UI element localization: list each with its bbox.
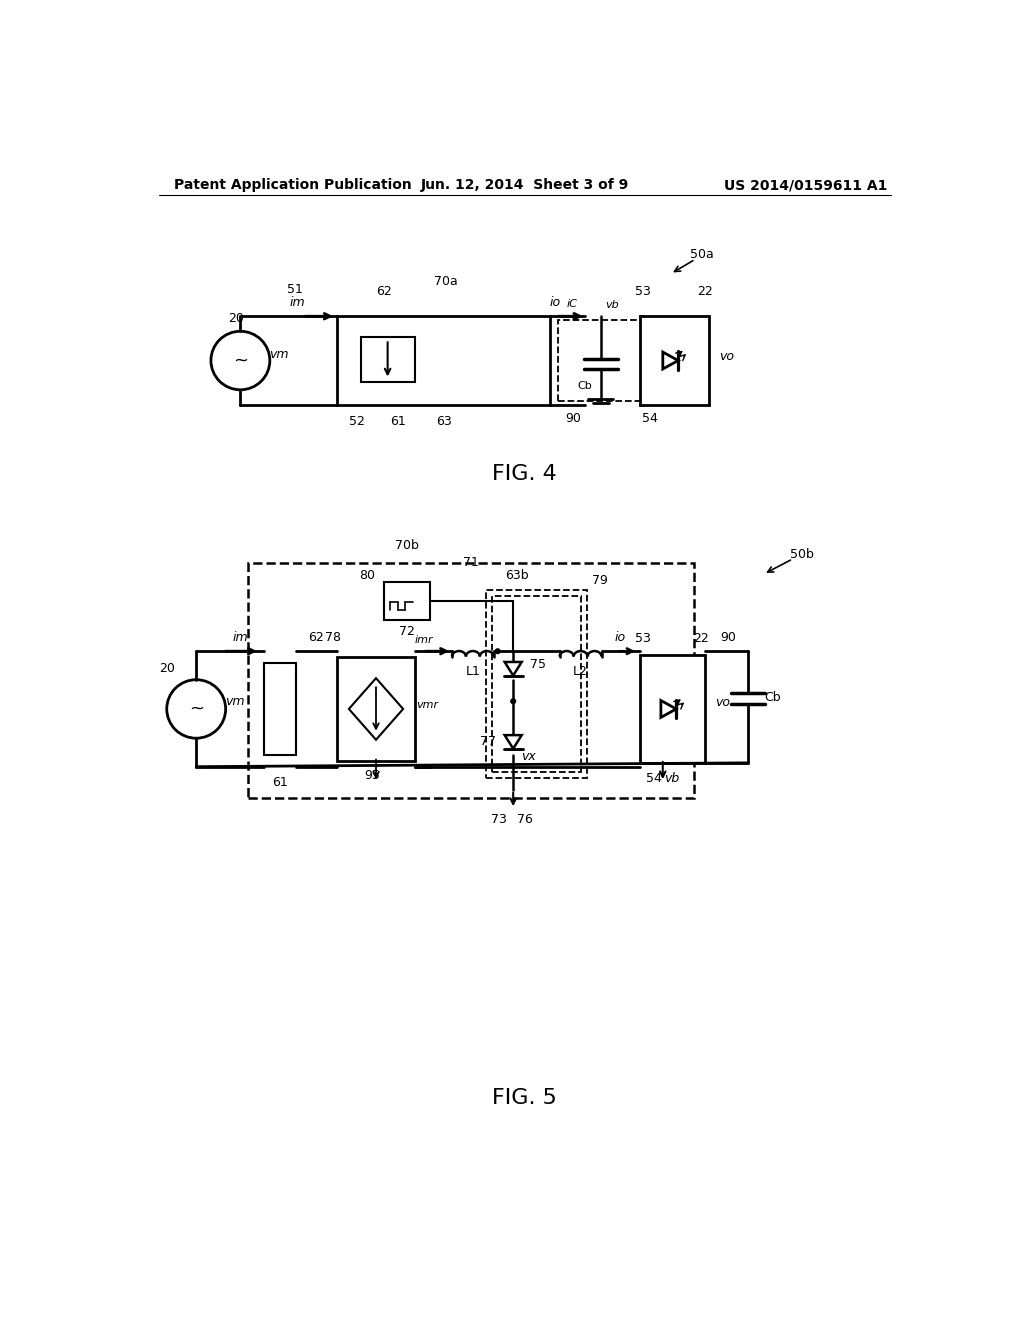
Text: 62: 62 <box>308 631 325 644</box>
Text: 52: 52 <box>349 416 365 428</box>
Text: 61: 61 <box>390 416 406 428</box>
Bar <box>337 317 550 405</box>
Text: 70b: 70b <box>395 539 419 552</box>
Text: 53: 53 <box>635 285 650 298</box>
Text: vmr: vmr <box>416 700 438 710</box>
Text: Patent Application Publication: Patent Application Publication <box>174 178 413 193</box>
Text: vo: vo <box>715 696 730 709</box>
Text: 50a: 50a <box>689 248 714 261</box>
Text: ~: ~ <box>232 351 248 370</box>
Text: 54: 54 <box>645 772 662 785</box>
Text: 79: 79 <box>592 574 608 587</box>
Text: L1: L1 <box>466 665 480 677</box>
Text: vm: vm <box>225 694 245 708</box>
Text: 22: 22 <box>697 285 714 298</box>
Text: 53: 53 <box>636 631 651 644</box>
Text: Cb: Cb <box>765 692 781 705</box>
Text: iC: iC <box>566 298 578 309</box>
Text: ~: ~ <box>188 700 204 718</box>
Text: 72: 72 <box>399 626 415 639</box>
Text: 90: 90 <box>565 412 582 425</box>
Text: 22: 22 <box>693 631 710 644</box>
Text: io: io <box>550 296 560 309</box>
Text: 77: 77 <box>480 735 497 748</box>
Text: 63: 63 <box>436 416 452 428</box>
Text: 20: 20 <box>159 663 175 676</box>
Text: vx: vx <box>521 750 536 763</box>
Text: 73: 73 <box>492 813 507 825</box>
Text: vb: vb <box>605 300 620 310</box>
Text: 20: 20 <box>228 312 245 325</box>
Text: io: io <box>614 631 626 644</box>
Text: 90: 90 <box>721 631 736 644</box>
Bar <box>493 595 581 772</box>
Bar <box>360 337 415 381</box>
Text: 63b: 63b <box>505 569 528 582</box>
Bar <box>337 657 415 760</box>
Text: 76: 76 <box>517 813 532 825</box>
Text: im: im <box>232 631 248 644</box>
Circle shape <box>496 649 500 653</box>
Text: US 2014/0159611 A1: US 2014/0159611 A1 <box>724 178 888 193</box>
Text: vo: vo <box>719 350 734 363</box>
Text: 78: 78 <box>326 631 341 644</box>
Text: 80: 80 <box>358 569 375 582</box>
Bar <box>263 663 296 755</box>
Text: imr: imr <box>415 635 433 644</box>
Bar <box>248 562 693 797</box>
Text: vb: vb <box>665 772 680 785</box>
Text: 62: 62 <box>376 285 391 298</box>
Bar <box>640 317 710 405</box>
Text: vm: vm <box>269 348 289 360</box>
Text: im: im <box>289 296 305 309</box>
Bar <box>486 590 587 779</box>
Bar <box>640 655 706 763</box>
Circle shape <box>511 700 515 704</box>
Text: Cb: Cb <box>578 380 593 391</box>
Text: 70a: 70a <box>434 275 458 288</box>
Text: 61: 61 <box>272 776 288 788</box>
Text: FIG. 5: FIG. 5 <box>493 1088 557 1107</box>
Text: 75: 75 <box>530 657 546 671</box>
Bar <box>558 321 643 401</box>
Bar <box>384 582 430 620</box>
Text: 50b: 50b <box>791 548 814 561</box>
Text: 71: 71 <box>463 556 478 569</box>
Text: L2: L2 <box>573 665 588 677</box>
Text: FIG. 4: FIG. 4 <box>493 465 557 484</box>
Text: 95: 95 <box>365 770 380 783</box>
Text: Jun. 12, 2014  Sheet 3 of 9: Jun. 12, 2014 Sheet 3 of 9 <box>421 178 629 193</box>
Text: 51: 51 <box>288 282 303 296</box>
Text: 54: 54 <box>642 412 657 425</box>
